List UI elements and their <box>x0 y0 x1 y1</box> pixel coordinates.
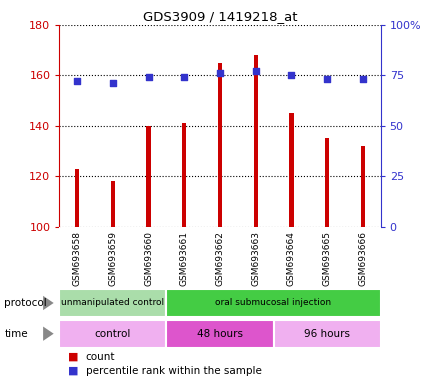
Polygon shape <box>43 326 54 341</box>
Text: GSM693659: GSM693659 <box>108 231 117 286</box>
Bar <box>361 146 365 227</box>
Text: percentile rank within the sample: percentile rank within the sample <box>86 366 262 376</box>
Point <box>74 78 81 84</box>
Text: protocol: protocol <box>4 298 47 308</box>
Text: unmanipulated control: unmanipulated control <box>61 298 165 308</box>
Text: 96 hours: 96 hours <box>304 329 350 339</box>
Text: GSM693664: GSM693664 <box>287 231 296 286</box>
Polygon shape <box>43 296 54 310</box>
Text: GSM693666: GSM693666 <box>358 231 367 286</box>
Text: count: count <box>86 352 115 362</box>
Bar <box>253 55 258 227</box>
Text: GSM693665: GSM693665 <box>323 231 332 286</box>
Point <box>216 70 224 76</box>
Bar <box>182 123 187 227</box>
Point <box>323 76 330 83</box>
Bar <box>166 289 381 317</box>
Bar <box>75 169 79 227</box>
Bar <box>59 320 166 348</box>
Bar <box>111 181 115 227</box>
Text: GDS3909 / 1419218_at: GDS3909 / 1419218_at <box>143 10 297 23</box>
Point <box>145 74 152 81</box>
Point <box>288 72 295 78</box>
Text: ■: ■ <box>68 366 79 376</box>
Text: GSM693662: GSM693662 <box>216 231 224 286</box>
Bar <box>59 289 166 317</box>
Point <box>110 80 117 86</box>
Text: control: control <box>95 329 131 339</box>
Bar <box>289 113 293 227</box>
Point <box>252 68 259 74</box>
Point <box>359 76 366 83</box>
Text: time: time <box>4 329 28 339</box>
Bar <box>147 126 151 227</box>
Text: 48 hours: 48 hours <box>197 329 243 339</box>
Bar <box>166 320 274 348</box>
Bar <box>218 63 222 227</box>
Point <box>181 74 188 81</box>
Text: GSM693661: GSM693661 <box>180 231 189 286</box>
Text: oral submucosal injection: oral submucosal injection <box>216 298 332 308</box>
Text: GSM693663: GSM693663 <box>251 231 260 286</box>
Text: ■: ■ <box>68 352 79 362</box>
Bar <box>274 320 381 348</box>
Bar <box>325 138 329 227</box>
Text: GSM693660: GSM693660 <box>144 231 153 286</box>
Text: GSM693658: GSM693658 <box>73 231 82 286</box>
